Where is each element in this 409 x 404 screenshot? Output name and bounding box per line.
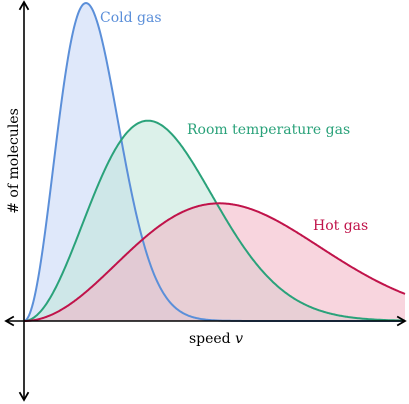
cold-gas-label: Cold gas — [100, 10, 162, 26]
y-axis-label: # of molecules — [6, 108, 22, 214]
curve-fills — [24, 3, 405, 321]
room-temperature-gas-label: Room temperature gas — [187, 122, 350, 138]
x-axis-label: speed v — [189, 331, 243, 347]
hot-gas-area — [24, 203, 405, 321]
hot-gas-curve — [24, 202, 406, 322]
hot-gas-label: Hot gas — [313, 218, 368, 234]
